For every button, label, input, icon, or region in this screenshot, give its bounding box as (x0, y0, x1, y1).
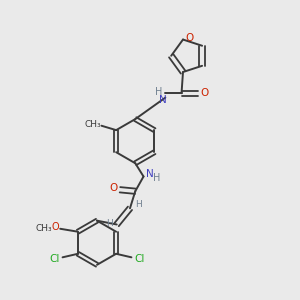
Text: N: N (159, 95, 167, 105)
Text: O: O (185, 33, 194, 43)
Text: H: H (155, 87, 163, 97)
Text: H: H (135, 200, 142, 209)
Text: Cl: Cl (49, 254, 59, 264)
Text: CH₃: CH₃ (36, 224, 52, 233)
Text: H: H (106, 218, 113, 227)
Text: Cl: Cl (134, 254, 145, 264)
Text: O: O (110, 183, 118, 193)
Text: O: O (200, 88, 208, 98)
Text: O: O (52, 222, 60, 232)
Text: N: N (146, 169, 153, 178)
Text: H: H (153, 173, 160, 183)
Text: CH₃: CH₃ (85, 120, 101, 129)
